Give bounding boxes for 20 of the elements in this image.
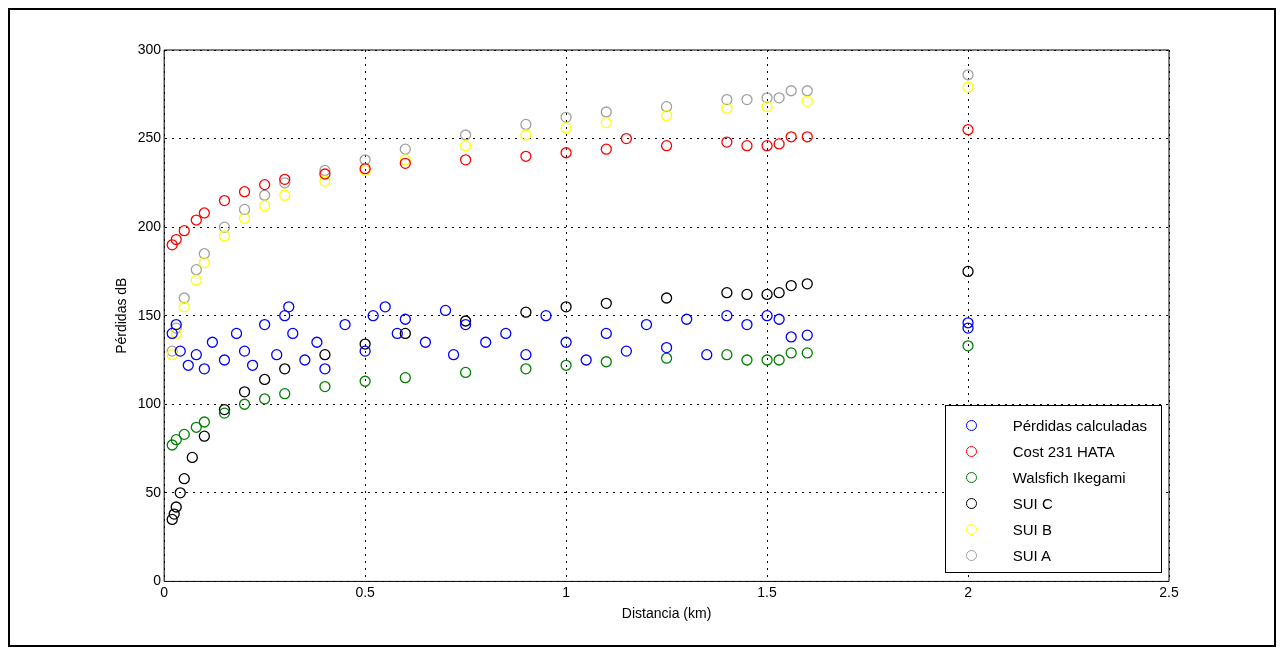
y-tick-label: 0 xyxy=(153,572,162,589)
legend-label: SUI B xyxy=(1012,520,1052,538)
legend-label: Pérdidas calculadas xyxy=(1012,416,1147,434)
legend-label: Cost 231 HATA xyxy=(1012,442,1115,460)
x-tick-label: 2 xyxy=(964,583,973,600)
y-tick-label: 250 xyxy=(137,129,162,146)
y-tick-label: 200 xyxy=(137,217,162,234)
legend-label: Walsfich Ikegami xyxy=(1012,468,1126,486)
y-tick-label: 150 xyxy=(137,306,162,323)
legend-label: SUI C xyxy=(1012,494,1053,512)
y-tick-label: 300 xyxy=(137,40,162,57)
y-tick-label: 100 xyxy=(137,395,162,412)
x-tick-label: 0.5 xyxy=(355,583,376,600)
x-tick-label: 2.5 xyxy=(1159,583,1179,600)
x-tick-label: 1 xyxy=(562,583,571,600)
y-tick-label: 50 xyxy=(145,483,162,500)
x-axis-title: Distancia (km) xyxy=(621,605,712,622)
x-tick-label: 1.5 xyxy=(757,583,777,600)
y-axis-title: Pérdidas dB xyxy=(113,277,130,354)
legend-label: SUI A xyxy=(1012,546,1052,564)
